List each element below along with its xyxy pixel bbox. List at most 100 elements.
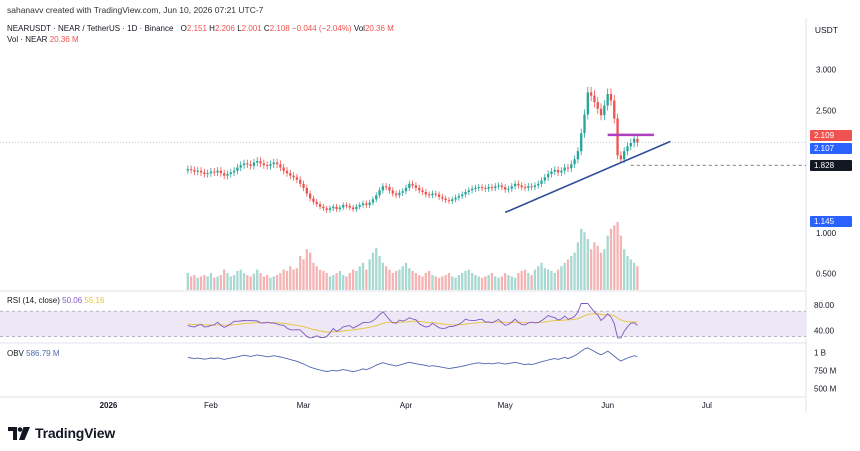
volume-bar xyxy=(199,276,203,290)
volume-bar xyxy=(500,276,504,290)
volume-bar xyxy=(576,242,580,290)
volume-bar xyxy=(256,269,259,290)
candle-body xyxy=(216,170,219,173)
volume-bar xyxy=(480,277,484,290)
volume-bar xyxy=(437,277,441,290)
price-tick-label: 0.500 xyxy=(816,270,837,279)
high-label: H xyxy=(209,24,215,33)
volume-bar xyxy=(609,228,613,290)
candle-body xyxy=(348,205,351,208)
volume-bar xyxy=(573,252,576,290)
candle-body xyxy=(401,191,404,193)
volume-bar xyxy=(186,273,189,290)
volume-bar xyxy=(375,247,378,290)
volume-bar xyxy=(616,222,619,290)
price-tick-label: 3.000 xyxy=(816,66,837,75)
volume-bar xyxy=(401,266,404,290)
volume-bar xyxy=(236,270,239,290)
tradingview-logo[interactable]: TradingView xyxy=(8,425,115,441)
candle-body xyxy=(203,172,206,175)
volume-bar xyxy=(361,262,365,290)
candle-body xyxy=(358,205,361,207)
volume-bar xyxy=(345,276,348,290)
time-tick-label: Mar xyxy=(297,401,311,410)
candle-body xyxy=(371,199,375,203)
volume-bar xyxy=(246,275,249,290)
obv-label: OBV xyxy=(7,349,24,358)
open-label: O xyxy=(180,24,187,33)
volume-bar xyxy=(461,273,464,290)
candle-body xyxy=(266,165,269,167)
time-tick-label: Jun xyxy=(601,401,614,410)
candle-body xyxy=(186,169,189,171)
volume-bar xyxy=(530,275,533,290)
candle-body xyxy=(322,206,325,209)
candle-body xyxy=(497,185,500,187)
candle-body xyxy=(421,190,424,192)
symbol-legend: NEARUSDT · NEAR / TetherUS · 1D · Binanc… xyxy=(7,24,394,33)
candle-body xyxy=(431,193,434,196)
volume-bar xyxy=(388,269,391,290)
obv-line xyxy=(187,347,638,373)
volume-bar xyxy=(477,276,480,290)
volume-bar xyxy=(411,270,414,290)
volume-bar xyxy=(285,270,289,290)
candle-body xyxy=(563,167,566,171)
candle-body xyxy=(289,173,292,176)
volume-bar xyxy=(394,270,398,290)
volume-bar xyxy=(209,273,213,290)
candle-body xyxy=(355,206,358,210)
candle-body xyxy=(308,193,312,199)
candle-body xyxy=(229,172,232,175)
candle-body xyxy=(520,185,523,188)
candle-body xyxy=(606,94,609,106)
volume-bar xyxy=(540,262,543,290)
candle-body xyxy=(411,183,414,186)
candle-body xyxy=(437,194,441,197)
candle-body xyxy=(470,188,474,191)
candle-body xyxy=(302,183,305,188)
volume-bar xyxy=(626,256,629,290)
candle-body xyxy=(381,186,385,191)
volume-bar xyxy=(249,276,252,290)
volume-bar xyxy=(312,262,315,290)
candle-body xyxy=(345,205,348,207)
candle-body xyxy=(391,190,394,194)
rsi-value: 50.06 xyxy=(62,296,83,305)
candle-body xyxy=(523,187,527,189)
time-tick-label: 2026 xyxy=(100,401,118,410)
volume-bar xyxy=(335,273,338,290)
volume-bar xyxy=(513,277,517,290)
candle-body xyxy=(629,143,632,147)
candle-body xyxy=(312,198,315,202)
volume-bar xyxy=(203,275,206,290)
volume-bar xyxy=(365,269,368,290)
candle-body xyxy=(560,170,563,173)
volume-bar xyxy=(546,269,550,290)
candle-body xyxy=(533,185,537,188)
price-tag: 1.145 xyxy=(810,215,852,227)
candle-body xyxy=(451,199,454,201)
candle-body xyxy=(424,192,427,195)
candle-body xyxy=(573,159,576,165)
candle-body xyxy=(556,169,560,173)
volume-bar xyxy=(371,252,375,290)
candle-body xyxy=(196,170,199,172)
volume-bar xyxy=(570,256,573,290)
volume-bar xyxy=(444,275,447,290)
candle-body xyxy=(550,171,553,175)
vol-value: 20.36 M xyxy=(364,24,394,33)
volume-bar xyxy=(470,273,474,290)
candle-body xyxy=(328,208,332,210)
candle-body xyxy=(408,183,411,188)
volume-bar xyxy=(510,276,513,290)
volume-bar xyxy=(457,275,461,290)
candle-body xyxy=(444,198,447,201)
volume-bar xyxy=(504,273,507,290)
volume-bar xyxy=(282,269,285,290)
obv-value: 586.79 M xyxy=(26,349,60,358)
volume-bar xyxy=(275,275,279,290)
volume-bar xyxy=(196,277,199,290)
candle-body xyxy=(570,164,573,169)
